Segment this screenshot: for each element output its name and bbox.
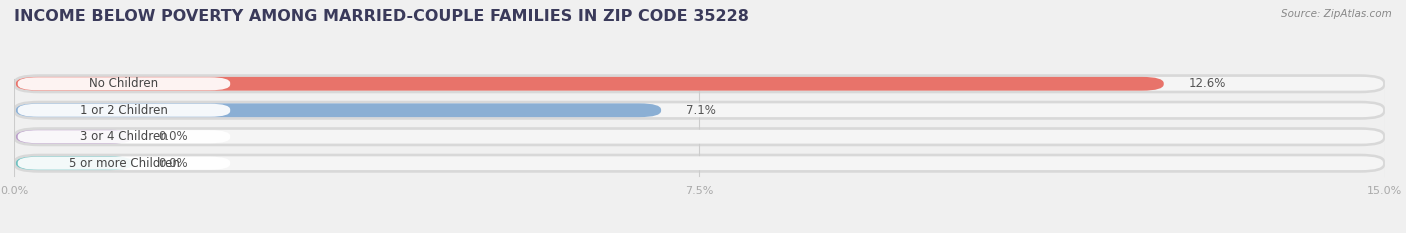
Text: No Children: No Children bbox=[90, 77, 159, 90]
Text: 7.1%: 7.1% bbox=[686, 104, 716, 117]
FancyBboxPatch shape bbox=[15, 156, 132, 170]
Text: 5 or more Children: 5 or more Children bbox=[69, 157, 180, 170]
FancyBboxPatch shape bbox=[14, 101, 1385, 120]
FancyBboxPatch shape bbox=[15, 77, 1384, 91]
Text: 0.0%: 0.0% bbox=[159, 157, 188, 170]
FancyBboxPatch shape bbox=[14, 154, 1385, 173]
FancyBboxPatch shape bbox=[15, 130, 132, 144]
Text: 1 or 2 Children: 1 or 2 Children bbox=[80, 104, 167, 117]
Text: 3 or 4 Children: 3 or 4 Children bbox=[80, 130, 167, 143]
Text: Source: ZipAtlas.com: Source: ZipAtlas.com bbox=[1281, 9, 1392, 19]
FancyBboxPatch shape bbox=[15, 103, 661, 117]
Text: 12.6%: 12.6% bbox=[1188, 77, 1226, 90]
FancyBboxPatch shape bbox=[14, 127, 1385, 146]
FancyBboxPatch shape bbox=[15, 103, 1384, 117]
Text: 0.0%: 0.0% bbox=[159, 130, 188, 143]
FancyBboxPatch shape bbox=[18, 104, 231, 117]
FancyBboxPatch shape bbox=[14, 74, 1385, 93]
FancyBboxPatch shape bbox=[15, 130, 1384, 144]
Text: INCOME BELOW POVERTY AMONG MARRIED-COUPLE FAMILIES IN ZIP CODE 35228: INCOME BELOW POVERTY AMONG MARRIED-COUPL… bbox=[14, 9, 749, 24]
FancyBboxPatch shape bbox=[18, 130, 231, 143]
FancyBboxPatch shape bbox=[15, 77, 1164, 91]
FancyBboxPatch shape bbox=[18, 157, 231, 170]
FancyBboxPatch shape bbox=[15, 156, 1384, 170]
FancyBboxPatch shape bbox=[18, 77, 231, 90]
